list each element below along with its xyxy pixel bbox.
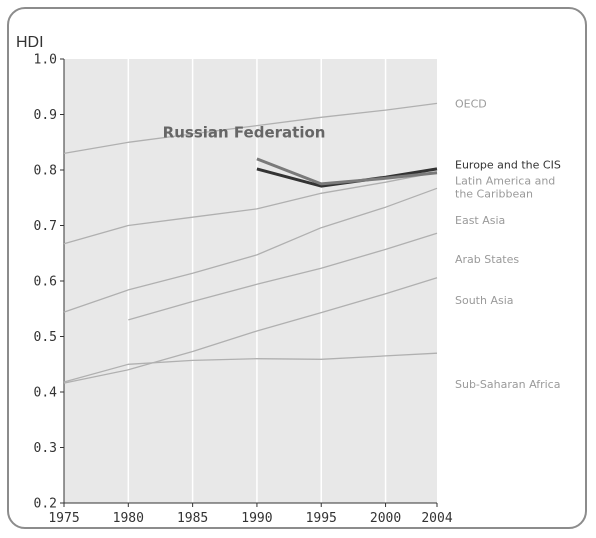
series-line-east-asia <box>63 187 438 313</box>
y-tick-label: 0.5 <box>34 330 57 345</box>
series-line-russian-federation <box>256 157 438 186</box>
series-label: the Caribbean <box>455 187 533 200</box>
y-tick-label: 0.8 <box>34 164 57 179</box>
series-line-latin-america-and-the-caribbean <box>63 171 438 245</box>
series-label: Sub-Saharan Africa <box>455 378 560 391</box>
y-axis-label: HDI <box>16 34 44 51</box>
x-tick-label: 2004 <box>421 511 452 526</box>
x-tick-label: 1985 <box>177 511 208 526</box>
series-label: Latin America and <box>455 175 555 188</box>
x-tick-label: 1995 <box>306 511 337 526</box>
series-line-south-asia <box>63 277 438 384</box>
series-label: OECD <box>455 97 487 110</box>
x-tick-label: 1975 <box>48 511 79 526</box>
y-tick-label: 1.0 <box>34 53 57 68</box>
series-line-sub-saharan-africa <box>63 352 438 383</box>
series-line-oecd <box>63 102 438 155</box>
series-label: Arab States <box>455 253 519 266</box>
y-tick-label: 0.4 <box>34 386 58 401</box>
x-tick-label: 2000 <box>370 511 401 526</box>
y-tick-label: 0.6 <box>34 275 57 290</box>
y-tick-label: 0.9 <box>34 108 57 123</box>
russian-federation-annotation: Russian Federation <box>163 123 326 141</box>
plot-area <box>64 59 437 503</box>
series-line-arab-states <box>128 232 438 321</box>
x-tick-label: 1980 <box>113 511 144 526</box>
series-label: East Asia <box>455 214 505 227</box>
x-tick-label: 1990 <box>241 511 272 526</box>
series-lines <box>63 102 438 384</box>
vertical-gridlines <box>127 59 387 503</box>
y-tick-label: 0.2 <box>34 497 57 512</box>
series-label: South Asia <box>455 294 514 307</box>
y-tick-label: 0.7 <box>34 219 57 234</box>
series-label: Europe and the CIS <box>455 158 561 171</box>
series-labels: OECD Europe and the CIS Latin America andt… <box>455 97 561 391</box>
y-tick-label: 0.3 <box>34 441 57 456</box>
